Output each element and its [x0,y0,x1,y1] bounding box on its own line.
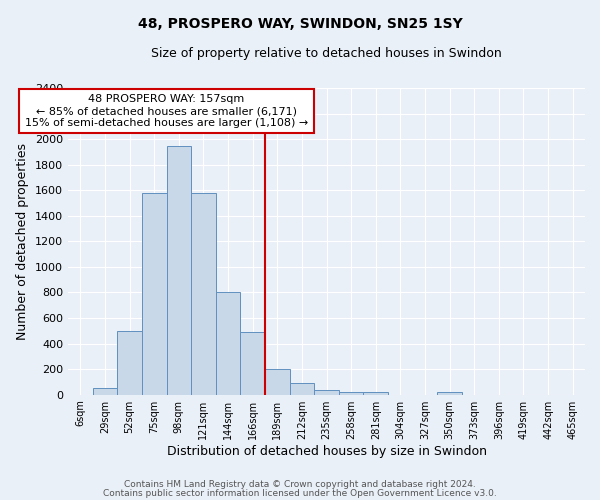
Text: 48, PROSPERO WAY, SWINDON, SN25 1SY: 48, PROSPERO WAY, SWINDON, SN25 1SY [137,18,463,32]
Bar [167,146,191,394]
Bar [117,331,142,394]
Bar [290,383,314,394]
Text: Contains HM Land Registry data © Crown copyright and database right 2024.: Contains HM Land Registry data © Crown c… [124,480,476,489]
Title: Size of property relative to detached houses in Swindon: Size of property relative to detached ho… [151,48,502,60]
Bar [216,292,241,394]
Bar [314,390,339,394]
Bar [265,369,290,394]
Bar [437,392,462,394]
Bar [191,193,216,394]
Text: 48 PROSPERO WAY: 157sqm
← 85% of detached houses are smaller (6,171)
15% of semi: 48 PROSPERO WAY: 157sqm ← 85% of detache… [25,94,308,128]
X-axis label: Distribution of detached houses by size in Swindon: Distribution of detached houses by size … [167,444,487,458]
Bar [142,193,167,394]
Bar [339,392,364,394]
Text: Contains public sector information licensed under the Open Government Licence v3: Contains public sector information licen… [103,488,497,498]
Y-axis label: Number of detached properties: Number of detached properties [16,143,29,340]
Bar [241,332,265,394]
Bar [364,392,388,394]
Bar [92,388,117,394]
